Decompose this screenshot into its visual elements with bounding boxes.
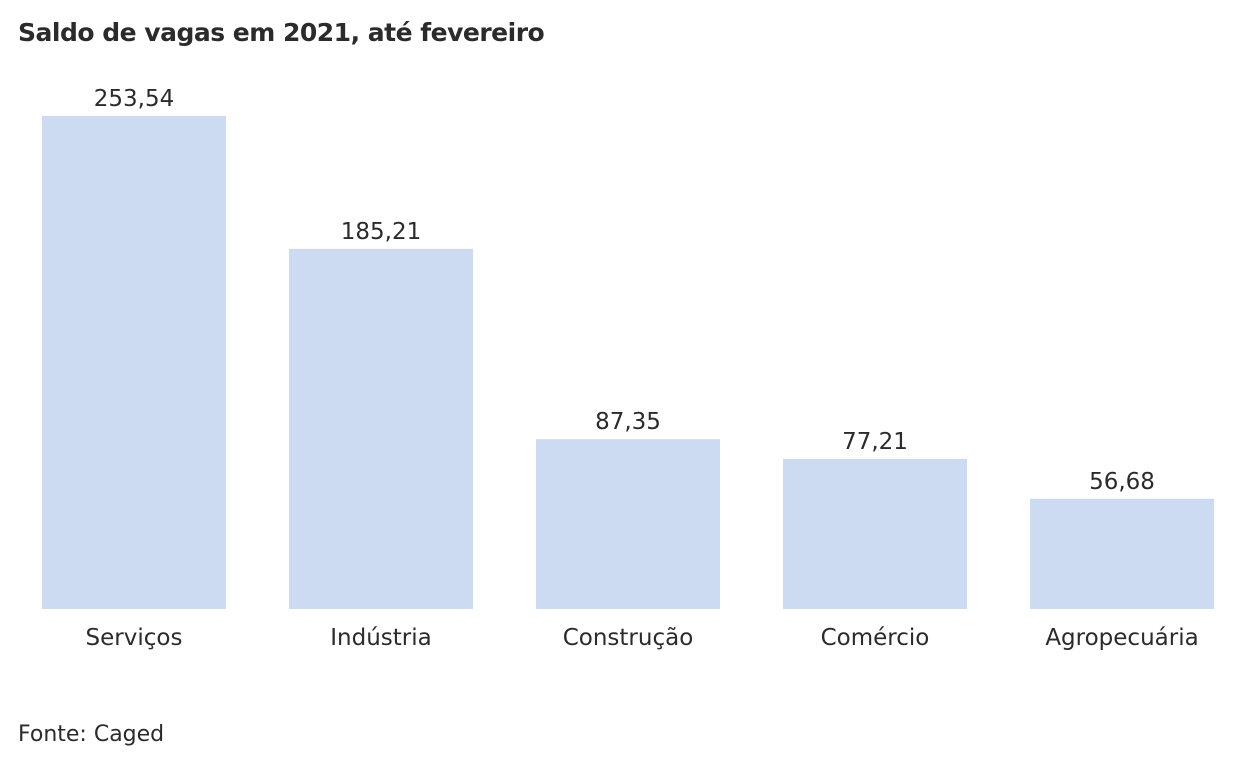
value-label-construcao: 87,35 — [595, 409, 661, 435]
chart-title: Saldo de vagas em 2021, até fevereiro — [18, 18, 545, 47]
value-label-comercio: 77,21 — [842, 429, 908, 455]
category-label-industria: Indústria — [330, 625, 431, 651]
bar-agropecuaria — [1030, 498, 1214, 609]
bar-comercio — [783, 458, 967, 609]
value-label-industria: 185,21 — [341, 219, 421, 245]
category-label-servicos: Serviços — [86, 625, 183, 651]
category-label-construcao: Construção — [563, 625, 694, 651]
category-label-comercio: Comércio — [821, 625, 930, 651]
value-labels-group: 253,54 185,21 87,35 77,21 56,68 — [94, 86, 1155, 495]
value-label-agropecuaria: 56,68 — [1089, 469, 1155, 495]
bar-industria — [289, 248, 473, 609]
bar-servicos — [42, 116, 226, 609]
category-labels-group: Serviços Indústria Construção Comércio Agrop… — [86, 625, 1199, 651]
value-label-servicos: 253,54 — [94, 86, 174, 112]
category-label-agropecuaria: Agropecuária — [1045, 625, 1198, 651]
bars-group — [42, 116, 1214, 609]
source-note: Fonte: Caged — [18, 722, 165, 747]
bar-construcao — [536, 439, 720, 609]
